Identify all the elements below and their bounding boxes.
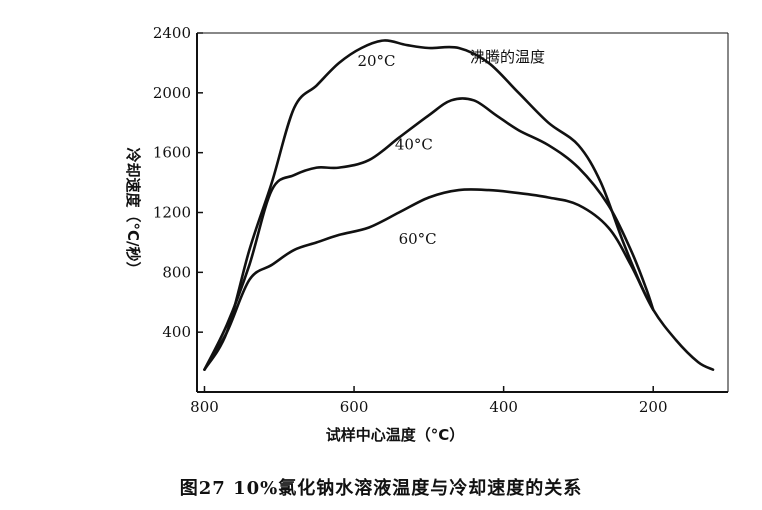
- figure-caption: 图27 10%氯化钠水溶液温度与冷却速度的关系: [180, 477, 582, 499]
- y-tick-label: 1600: [153, 144, 191, 162]
- series-line-2: [203, 97, 655, 371]
- series-label-3: 60°C: [399, 230, 437, 248]
- x-tick-label: 800: [190, 398, 219, 416]
- series-line-1: [203, 39, 655, 371]
- x-tick-label: 200: [639, 398, 668, 416]
- series-label-2: 40°C: [395, 136, 433, 154]
- y-tick-label: 2000: [153, 84, 191, 102]
- boiling-temperature-annotation: 沸腾的温度: [470, 48, 545, 66]
- y-tick-group: 400 800 1200 1600 2000 2400: [153, 24, 203, 341]
- series-line-3: [203, 188, 715, 371]
- y-tick-label: 400: [162, 323, 191, 341]
- x-tick-group: 800 600 400 200: [190, 386, 668, 416]
- series-label-1: 20°C: [357, 52, 395, 70]
- y-tick-label: 800: [162, 263, 191, 281]
- y-tick-label: 1200: [153, 204, 191, 222]
- series-group: 20°C 40°C 60°C: [203, 39, 715, 371]
- y-axis-title: 冷却速度（°C/秒）: [124, 148, 142, 277]
- y-tick-label: 2400: [153, 24, 191, 42]
- x-tick-label: 400: [489, 398, 518, 416]
- x-axis-title: 试样中心温度（°C）: [326, 426, 465, 444]
- x-tick-label: 600: [340, 398, 369, 416]
- plot-frame: [196, 32, 729, 393]
